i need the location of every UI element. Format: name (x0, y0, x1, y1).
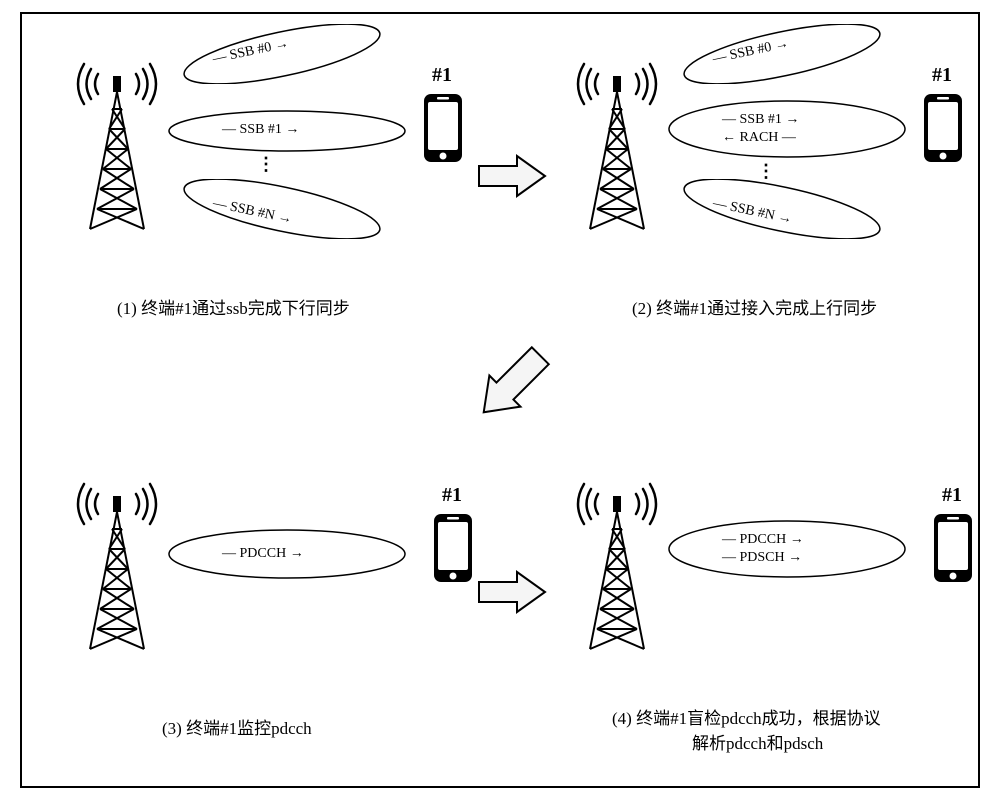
panel-3: — PDCCH → #1 (3) 终端#1监控pdcch (52, 454, 492, 764)
caption-4b: 解析pdcch和pdsch (692, 729, 823, 754)
phone-icon (432, 512, 474, 589)
beam-ssb1-2-label: — SSB #1 → (722, 112, 799, 128)
beam-ssb0 (172, 24, 392, 89)
tower-icon (62, 474, 172, 679)
beam-ssb0-2 (672, 24, 892, 89)
caption-1: (1) 终端#1通过ssb完成下行同步 (117, 294, 350, 319)
panel-2: — SSB #0 → — SSB #1 → ← RACH — ⋮ — SSB #… (552, 34, 992, 344)
beam-pdcch-4-label: — PDCCH → (722, 532, 804, 548)
caption-2: (2) 终端#1通过接入完成上行同步 (632, 294, 877, 319)
diagram-frame: — SSB #0 → — SSB #1 → ⋮ — SSB #N → #1 (1… (20, 12, 980, 788)
flow-arrow-2-3 (452, 324, 572, 449)
panel-4: — PDCCH → — PDSCH → #1 (4) 终端#1盲检pdcch成功… (552, 454, 992, 764)
flow-arrow-1-2 (477, 154, 547, 203)
tower-icon (562, 54, 672, 259)
phone-icon (422, 92, 464, 169)
phone-1-label: #1 (432, 64, 452, 87)
beam-pdcch-label: — PDCCH → (222, 546, 304, 562)
beam-rach-2-label: ← RACH — (722, 130, 796, 146)
phone-icon (922, 92, 964, 169)
phone-4-label: #1 (942, 484, 962, 507)
dots-1: ⋮ (257, 154, 275, 175)
phone-3-label: #1 (442, 484, 462, 507)
phone-icon (932, 512, 974, 589)
flow-arrow-3-4 (477, 570, 547, 619)
tower-icon (62, 54, 172, 259)
phone-2-label: #1 (932, 64, 952, 87)
tower-icon (562, 474, 672, 679)
panel-1: — SSB #0 → — SSB #1 → ⋮ — SSB #N → #1 (1… (52, 34, 492, 344)
caption-3: (3) 终端#1监控pdcch (162, 714, 312, 739)
beam-pdsch-4-label: — PDSCH → (722, 550, 802, 566)
caption-4a: (4) 终端#1盲检pdcch成功，根据协议 (612, 704, 881, 729)
beam-ssb1-label: — SSB #1 → (222, 122, 299, 138)
